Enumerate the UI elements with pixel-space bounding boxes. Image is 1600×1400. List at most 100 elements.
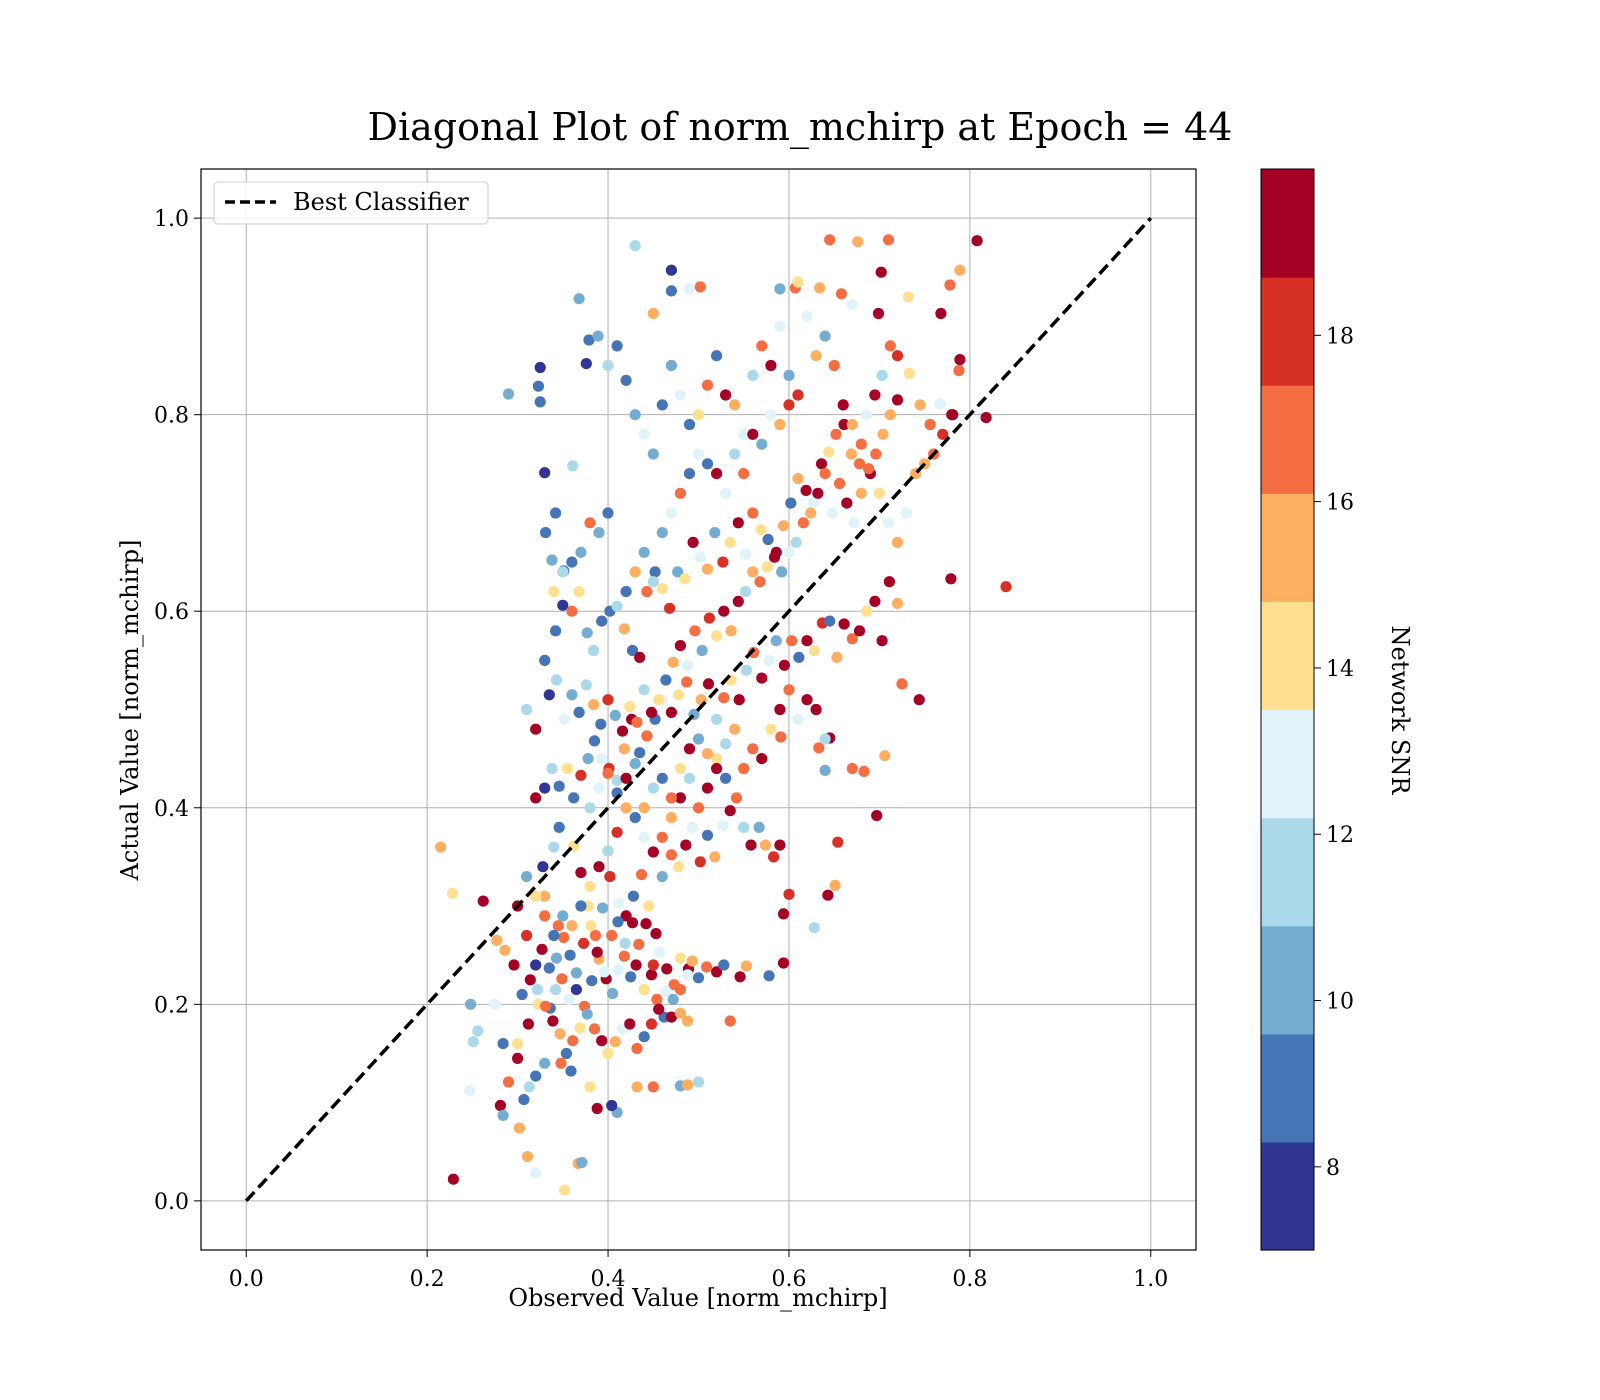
colorbar-segment — [1261, 1033, 1314, 1143]
scatter-point — [853, 625, 866, 637]
scatter-point — [891, 536, 904, 549]
scatter-point — [692, 409, 705, 421]
scatter-point — [756, 672, 768, 684]
best-classifier-line-group — [244, 216, 1153, 1203]
scatter-point — [595, 718, 607, 730]
scatter-point — [524, 974, 536, 986]
scatter-point — [891, 597, 904, 610]
scatter-point — [530, 723, 542, 735]
scatter-point — [814, 282, 826, 294]
scatter-point — [573, 706, 585, 719]
scatter-point — [531, 984, 544, 996]
scatter-point — [679, 573, 691, 585]
scatter-point — [574, 1022, 586, 1034]
x-tick-label: 0.2 — [410, 1267, 445, 1292]
scatter-point — [540, 1000, 552, 1012]
scatter-point — [913, 694, 925, 706]
scatter-point — [583, 334, 595, 346]
scatter-point — [597, 902, 609, 914]
scatter-point — [581, 1008, 593, 1020]
scatter-point — [819, 330, 831, 342]
scatter-point — [753, 821, 765, 834]
scatter-point — [638, 831, 650, 843]
x-tick-label: 0.0 — [229, 1267, 264, 1292]
scatter-point — [633, 938, 645, 951]
scatter-point — [792, 713, 804, 725]
y-axis-label: Actual Value [norm_mchirp] — [116, 540, 144, 882]
scatter-point — [682, 1079, 694, 1091]
scatter-point — [584, 517, 596, 529]
colorbar-tick-label: 12 — [1326, 823, 1354, 848]
scatter-point — [823, 446, 835, 458]
scatter-point — [896, 678, 908, 690]
scatter-point — [841, 497, 853, 509]
scatter-point — [711, 468, 723, 480]
scatter-point — [582, 753, 594, 765]
scatter-point — [570, 967, 583, 979]
scatter-point — [573, 293, 585, 305]
scatter-point — [810, 703, 822, 716]
scatter-point — [640, 918, 652, 930]
scatter-point — [882, 234, 895, 246]
scatter-point — [489, 998, 501, 1010]
scatter-point — [591, 946, 603, 958]
scatter-point — [530, 1070, 542, 1082]
scatter-point — [522, 1018, 535, 1030]
scatter-point — [696, 644, 708, 657]
scatter-point — [720, 487, 732, 499]
scatter-point — [824, 615, 836, 627]
scatter-point — [532, 380, 545, 392]
scatter-point — [674, 389, 687, 401]
scatter-point — [830, 428, 842, 440]
scatter-point — [497, 1109, 509, 1121]
scatter-point — [980, 412, 992, 424]
scatter-point — [647, 1081, 659, 1093]
scatter-point — [819, 764, 831, 777]
colorbar-segment — [1261, 493, 1314, 602]
scatter-point — [701, 748, 714, 760]
scatter-point — [674, 640, 687, 652]
scatter-point — [554, 1028, 566, 1040]
scatter-point — [593, 782, 605, 794]
scatter-point — [611, 340, 623, 352]
scatter-point — [629, 566, 641, 578]
scatter-point — [559, 713, 571, 725]
scatter-point — [575, 769, 587, 781]
scatter-point — [656, 399, 668, 411]
scatter-point — [924, 418, 936, 431]
scatter-point — [674, 487, 687, 499]
scatter-point — [701, 829, 714, 841]
scatter-point — [801, 635, 813, 647]
scatter-point — [774, 418, 786, 431]
scatter-point — [937, 428, 949, 440]
scatter-point — [759, 839, 772, 851]
scatter-point — [465, 998, 477, 1010]
scatter-point — [502, 388, 515, 400]
best-classifier-line — [244, 216, 1153, 1203]
y-tick-label: 1.0 — [154, 207, 189, 232]
scatter-point — [602, 507, 614, 519]
scatter-point — [638, 428, 650, 440]
scatter-point — [944, 279, 956, 291]
scatter-point — [882, 517, 895, 529]
scatter-point — [971, 235, 983, 247]
scatter-point — [739, 586, 752, 598]
scatter-point — [819, 733, 831, 745]
scatter-point — [494, 1099, 506, 1112]
scatter-point — [638, 1031, 650, 1043]
y-axis-ticks: 0.0 0.2 0.4 0.6 0.8 1.0 — [154, 207, 201, 1215]
scatter-point — [674, 762, 687, 775]
scatter-point — [556, 973, 568, 985]
scatter-point — [631, 1042, 643, 1055]
scatter-point — [567, 1035, 579, 1047]
scatter-point — [645, 969, 658, 981]
scatter-point — [609, 709, 621, 722]
colorbar-segment — [1261, 709, 1314, 819]
scatter-point — [683, 743, 696, 755]
scatter-point — [564, 949, 576, 961]
scatter-point — [801, 694, 813, 706]
scatter-point — [539, 654, 551, 667]
scatter-point — [848, 517, 860, 529]
scatter-point — [534, 396, 546, 408]
scatter-point — [588, 735, 601, 747]
